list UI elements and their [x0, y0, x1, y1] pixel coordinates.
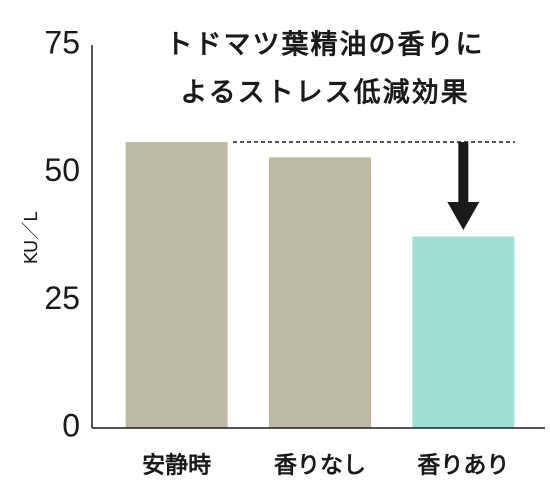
y-tick-label: 75	[44, 24, 80, 60]
x-tick-label: 香りあり	[417, 453, 509, 479]
bar	[125, 142, 228, 428]
y-tick-label: 0	[62, 407, 80, 443]
bar	[269, 157, 371, 428]
x-tick-label: 香りなし	[274, 453, 366, 479]
chart-title: よるストレス低減効果	[180, 77, 469, 109]
bar	[412, 236, 515, 428]
x-tick-label: 安静時	[142, 452, 211, 479]
arrow-head	[447, 202, 480, 231]
y-tick-label: 25	[44, 280, 80, 316]
chart-title: トドマツ葉精油の香りに	[166, 30, 485, 61]
y-tick-label: 50	[44, 152, 80, 188]
arrow-shaft	[458, 142, 469, 205]
y-axis-label: KU／L	[21, 212, 42, 265]
